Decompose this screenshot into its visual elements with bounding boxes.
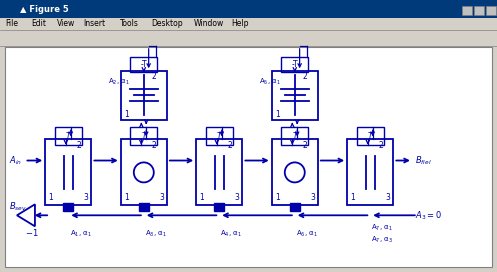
Text: 2: 2 bbox=[227, 141, 232, 150]
Text: T: T bbox=[217, 132, 222, 141]
Text: 1: 1 bbox=[124, 193, 129, 202]
Bar bbox=[272, 139, 318, 205]
Bar bbox=[121, 139, 167, 205]
Bar bbox=[206, 127, 233, 145]
Text: 3: 3 bbox=[159, 193, 164, 202]
Bar bbox=[272, 71, 318, 120]
Bar bbox=[462, 6, 472, 15]
Text: T: T bbox=[368, 132, 373, 141]
Bar bbox=[45, 139, 91, 205]
Text: Insert: Insert bbox=[83, 20, 105, 29]
Text: 3: 3 bbox=[385, 193, 390, 202]
Text: A$_1$, α$_1$: A$_1$, α$_1$ bbox=[70, 229, 91, 239]
Text: 1: 1 bbox=[199, 193, 204, 202]
Text: $-1$: $-1$ bbox=[25, 227, 39, 238]
Bar bbox=[214, 203, 224, 211]
Bar bbox=[63, 203, 74, 211]
Text: 2: 2 bbox=[378, 141, 383, 150]
Text: Edit: Edit bbox=[31, 20, 46, 29]
Bar bbox=[139, 203, 149, 211]
Text: 2: 2 bbox=[152, 72, 157, 81]
Bar bbox=[130, 127, 157, 145]
Text: T: T bbox=[66, 132, 71, 141]
Text: A$_6$, α$_1$: A$_6$, α$_1$ bbox=[296, 229, 318, 239]
Text: -T: -T bbox=[141, 60, 147, 69]
Text: 1: 1 bbox=[350, 193, 355, 202]
Bar bbox=[347, 139, 394, 205]
Bar bbox=[0, 18, 497, 30]
Text: T: T bbox=[142, 132, 146, 141]
Text: -T: -T bbox=[291, 60, 298, 69]
Bar bbox=[281, 127, 308, 145]
Text: A$_5$, α$_1$: A$_5$, α$_1$ bbox=[259, 77, 281, 87]
Bar bbox=[474, 6, 484, 15]
Text: Desktop: Desktop bbox=[152, 20, 183, 29]
Text: View: View bbox=[57, 20, 75, 29]
Text: 2: 2 bbox=[152, 141, 157, 150]
Text: 1: 1 bbox=[48, 193, 53, 202]
Bar bbox=[0, 0, 497, 18]
Text: $B_{sev}$: $B_{sev}$ bbox=[9, 200, 27, 213]
Bar bbox=[290, 203, 300, 211]
Bar bbox=[55, 127, 82, 145]
Bar bbox=[121, 71, 167, 120]
Bar bbox=[196, 139, 243, 205]
Text: Window: Window bbox=[194, 20, 224, 29]
Text: 3: 3 bbox=[310, 193, 315, 202]
Text: 3: 3 bbox=[83, 193, 88, 202]
Bar bbox=[281, 57, 308, 72]
Text: A$_2$, α$_1$: A$_2$, α$_1$ bbox=[108, 77, 130, 87]
Text: Help: Help bbox=[231, 20, 248, 29]
Text: A$_7$, α$_1$
A$_7$, α$_3$: A$_7$, α$_1$ A$_7$, α$_3$ bbox=[371, 223, 394, 245]
Text: 2: 2 bbox=[303, 72, 307, 81]
Text: File: File bbox=[5, 20, 18, 29]
Text: 2: 2 bbox=[76, 141, 81, 150]
Text: 1: 1 bbox=[124, 110, 129, 119]
Bar bbox=[486, 6, 496, 15]
Bar bbox=[5, 47, 492, 267]
Text: Tools: Tools bbox=[120, 20, 139, 29]
Text: T: T bbox=[292, 132, 297, 141]
Text: $A_{in}$: $A_{in}$ bbox=[9, 154, 22, 167]
Bar bbox=[357, 127, 384, 145]
Text: ▲ Figure 5: ▲ Figure 5 bbox=[20, 5, 69, 14]
Text: $B_{fiel}$: $B_{fiel}$ bbox=[415, 154, 432, 167]
Text: 2: 2 bbox=[303, 141, 307, 150]
Bar bbox=[130, 57, 157, 72]
Text: $A_3 = 0$: $A_3 = 0$ bbox=[415, 209, 442, 222]
Bar bbox=[0, 30, 497, 46]
Text: A$_4$, α$_1$: A$_4$, α$_1$ bbox=[221, 229, 243, 239]
Text: 1: 1 bbox=[275, 193, 279, 202]
Text: 1: 1 bbox=[275, 110, 279, 119]
Text: 3: 3 bbox=[235, 193, 239, 202]
Text: A$_3$, α$_1$: A$_3$, α$_1$ bbox=[145, 229, 167, 239]
